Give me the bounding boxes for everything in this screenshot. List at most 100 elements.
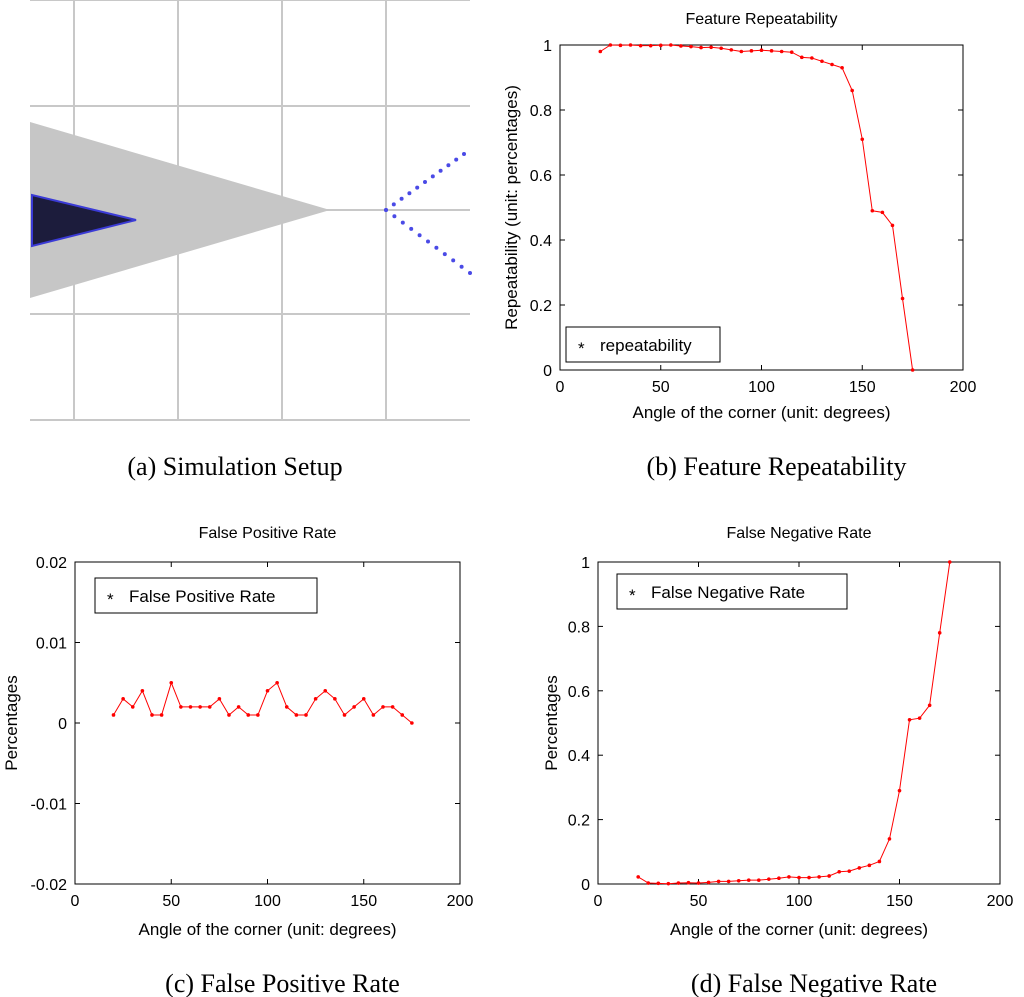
data-point	[666, 881, 671, 886]
data-point	[352, 705, 356, 709]
x-tick-label: 0	[556, 379, 565, 396]
data-point	[400, 713, 405, 717]
data-point	[827, 874, 831, 878]
legend-box	[565, 326, 721, 363]
data-point	[111, 713, 116, 717]
x-tick-labels: 0 50 100 150 200	[594, 893, 1014, 910]
data-point	[140, 689, 145, 693]
data-point	[797, 875, 801, 880]
x-tick-label: 50	[652, 379, 670, 396]
caption-d: (d) False Negative Rate	[691, 969, 937, 997]
data-point	[696, 881, 701, 885]
data-point	[937, 631, 942, 635]
x-tick-label: 150	[350, 893, 377, 910]
data-point	[726, 879, 731, 884]
data-point	[749, 49, 754, 53]
data-point	[857, 866, 862, 870]
corner-point	[454, 157, 459, 162]
corner-point	[451, 258, 456, 263]
x-tick-label: 50	[690, 893, 708, 910]
legend: * False Negative Rate	[616, 573, 848, 610]
caption-b: (b) Feature Repeatability	[647, 452, 907, 481]
data-point	[736, 878, 741, 883]
data-point	[656, 881, 661, 886]
corner-point	[392, 214, 397, 219]
y-tick-labels: 0 0.2 0.4 0.6 0.8 1	[568, 555, 590, 894]
data-point	[910, 368, 915, 372]
y-tick-label: 0.02	[36, 555, 67, 572]
data-point	[729, 48, 734, 52]
data-point	[689, 44, 693, 49]
y-tick-label: -0.02	[31, 877, 68, 894]
x-tick-label: 50	[162, 893, 180, 910]
data-point	[265, 689, 270, 693]
data-point	[887, 837, 892, 841]
corner-point	[415, 185, 420, 190]
data-point	[227, 713, 231, 717]
false-positive-chart: False Positive Rate 0 50 100 150 200 -0.02-0…	[2, 525, 473, 997]
corner-point	[438, 168, 443, 173]
series-line	[113, 681, 413, 724]
legend: * False Positive Rate	[94, 577, 318, 614]
data-point	[850, 88, 854, 93]
y-tick-label: 0.8	[568, 619, 590, 636]
data-point	[897, 788, 902, 793]
x-tick-labels: 0 50 100 150 200	[556, 379, 977, 396]
data-point	[618, 43, 623, 48]
data-point	[719, 46, 723, 51]
data-point	[207, 705, 212, 709]
corner-point	[430, 174, 435, 179]
data-point	[860, 137, 865, 142]
data-point	[817, 875, 821, 879]
data-point	[628, 43, 633, 47]
data-point	[716, 879, 721, 884]
data-point	[275, 680, 279, 685]
corner-point	[384, 208, 388, 212]
data-point	[342, 713, 347, 717]
x-tick-label: 100	[748, 379, 775, 396]
y-tick-labels: 0 0.2 0.4 0.6 0.8 1	[530, 38, 552, 380]
x-tick-label: 150	[886, 893, 913, 910]
caption-a: (a) Simulation Setup	[127, 452, 342, 481]
axes-box	[559, 44, 964, 371]
data-point	[121, 697, 125, 701]
caption-c: (c) False Positive Rate	[165, 969, 400, 997]
data-point	[390, 705, 395, 709]
data-point	[706, 880, 711, 885]
data-point	[917, 716, 922, 720]
data-point	[188, 705, 193, 709]
data-point	[636, 875, 640, 879]
data-point	[333, 697, 337, 701]
y-tick-label: 0	[581, 877, 590, 894]
false-negative-chart: False Negative Rate 0 50 100 150 200 0 0.2 0.4…	[542, 525, 1013, 997]
data-point	[880, 210, 885, 215]
data-point	[907, 717, 912, 722]
data-point	[658, 43, 663, 48]
legend-box	[616, 573, 848, 610]
axes	[74, 561, 461, 885]
y-tick-label: 0.4	[530, 233, 552, 250]
chart-title: False Positive Rate	[199, 525, 337, 542]
x-tick-label: 200	[987, 893, 1014, 910]
data-point	[840, 65, 844, 70]
data-point	[679, 44, 683, 48]
data-point	[198, 705, 202, 709]
data-point	[767, 877, 771, 881]
x-axis-label: Angle of the corner (unit: degrees)	[139, 920, 397, 939]
y-axis-label: Repeatability (unit: percentages)	[502, 85, 521, 330]
data-point	[810, 56, 814, 60]
data-point	[150, 713, 154, 717]
corner-point	[417, 233, 422, 238]
data-point	[169, 680, 174, 685]
data-point	[179, 705, 183, 709]
x-tick-label: 0	[594, 893, 603, 910]
series	[111, 680, 414, 725]
data-point	[870, 208, 875, 213]
data-point	[648, 43, 653, 48]
y-tick-label: 0.6	[568, 684, 590, 701]
corner-point	[423, 180, 427, 184]
y-tick-label: 0.4	[568, 748, 590, 765]
y-axis-label: Percentages	[2, 675, 21, 770]
data-point	[837, 869, 841, 874]
data-point	[371, 713, 376, 717]
